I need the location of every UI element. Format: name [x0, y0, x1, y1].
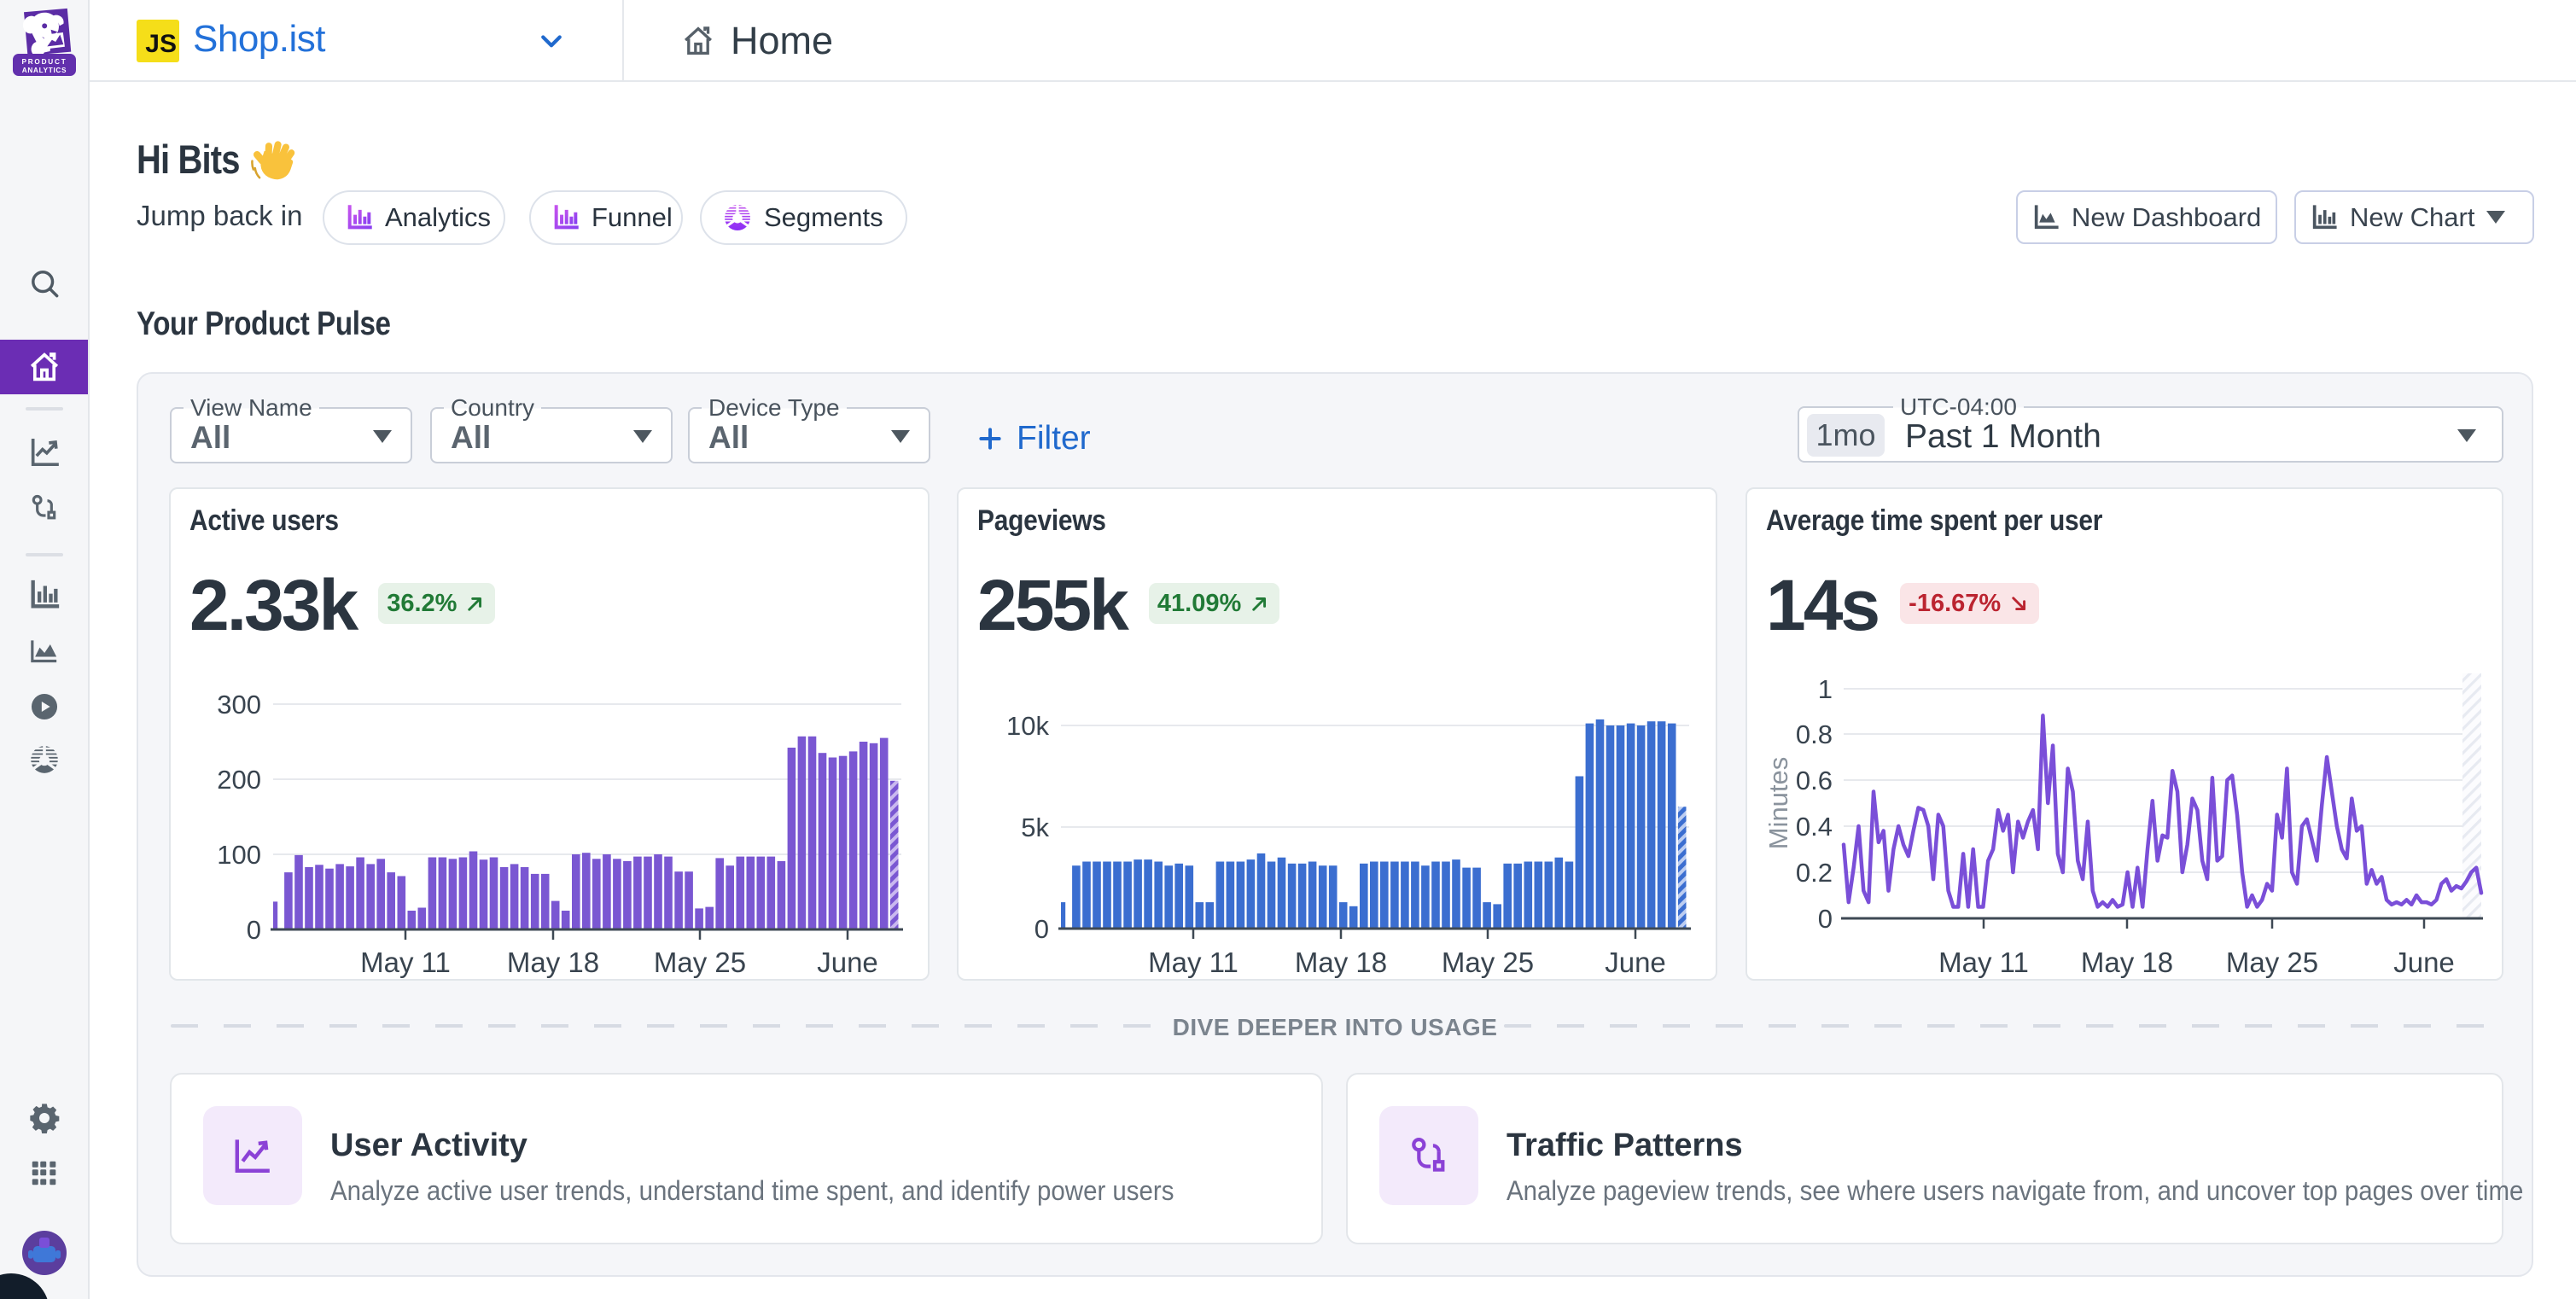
- svg-text:May 25: May 25: [1442, 947, 1534, 978]
- svg-text:10k: 10k: [1006, 711, 1049, 741]
- svg-text:June: June: [2393, 947, 2455, 978]
- svg-text:5k: 5k: [1021, 813, 1049, 842]
- svg-text:May 11: May 11: [360, 947, 451, 978]
- svg-text:0.8: 0.8: [1796, 719, 1833, 749]
- svg-text:0: 0: [1818, 904, 1833, 934]
- svg-text:May 18: May 18: [2081, 947, 2173, 978]
- svg-text:PRODUCT: PRODUCT: [21, 58, 67, 66]
- svg-text:May 18: May 18: [1295, 947, 1387, 978]
- svg-text:100: 100: [217, 840, 261, 870]
- svg-text:0: 0: [1034, 914, 1049, 944]
- svg-text:1: 1: [1818, 674, 1833, 704]
- svg-text:0.2: 0.2: [1796, 858, 1833, 888]
- svg-text:June: June: [817, 947, 878, 978]
- svg-text:May 11: May 11: [1938, 947, 2029, 978]
- svg-text:0.6: 0.6: [1796, 766, 1833, 795]
- svg-text:Minutes: Minutes: [1763, 757, 1793, 850]
- svg-text:0.4: 0.4: [1796, 812, 1833, 842]
- svg-text:June: June: [1605, 947, 1666, 978]
- svg-text:May 18: May 18: [507, 947, 599, 978]
- svg-text:May 25: May 25: [2226, 947, 2318, 978]
- svg-text:May 25: May 25: [654, 947, 746, 978]
- svg-text:ANALYTICS: ANALYTICS: [21, 67, 66, 74]
- svg-text:0: 0: [247, 915, 261, 945]
- svg-text:200: 200: [217, 765, 261, 795]
- svg-text:May 11: May 11: [1148, 947, 1238, 978]
- svg-text:300: 300: [217, 690, 261, 719]
